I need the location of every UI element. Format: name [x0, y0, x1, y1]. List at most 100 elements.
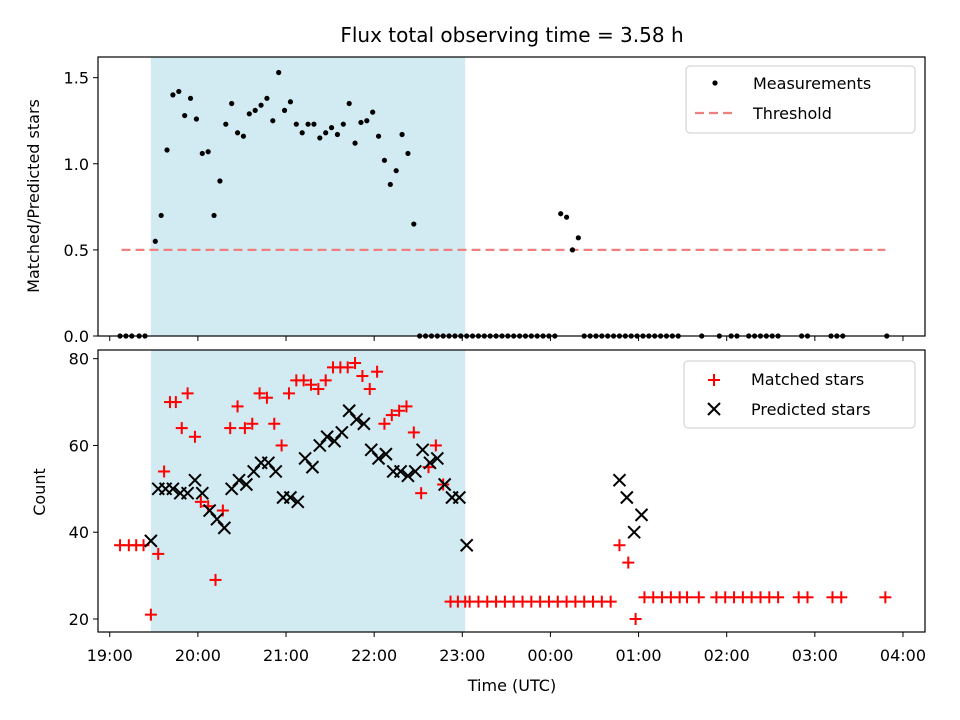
matched-star-point — [879, 591, 892, 604]
bottom-ytick-label: 80 — [69, 350, 89, 369]
matched-star-point — [224, 422, 237, 435]
matched-star-point — [268, 417, 281, 430]
bottom-xtick-label: 02:00 — [704, 646, 750, 665]
bottom-xtick-label: 19:00 — [87, 646, 133, 665]
measurement-point — [187, 95, 194, 101]
bottom-xtick-label: 04:00 — [880, 646, 926, 665]
matched-star-point — [341, 361, 354, 374]
predicted-star-point — [239, 477, 254, 492]
matched-star-point — [312, 383, 325, 396]
measurement-point — [252, 107, 258, 113]
predicted-star-point — [305, 460, 320, 474]
measurement-point — [340, 121, 346, 127]
matched-star-point — [400, 400, 413, 413]
measurements-points — [117, 69, 890, 339]
measurement-point — [182, 112, 188, 119]
predicted-star-point — [188, 473, 202, 487]
measurement-point — [405, 150, 411, 157]
matched-star-point — [604, 595, 617, 608]
legend-matched-label: Matched stars — [751, 370, 864, 389]
top-panel: 0.0 0.5 1.0 1.5 Matched/Predicted stars Mea… — [24, 56, 926, 346]
legend-matched-marker — [708, 374, 720, 386]
top-ytick-label: 1.0 — [64, 155, 89, 174]
measurement-point — [170, 92, 176, 98]
measurement-point — [317, 135, 323, 141]
matched-star-point — [835, 591, 848, 604]
measurement-point — [199, 150, 205, 157]
measurement-point — [287, 99, 294, 105]
top-ticks: 0.0 0.5 1.0 1.5 — [64, 69, 904, 346]
predicted-star-point — [408, 464, 422, 479]
matched-star-point — [378, 417, 391, 430]
measurement-point — [328, 125, 335, 131]
matched-star-point — [363, 383, 376, 396]
matched-star-point — [356, 370, 369, 383]
measurement-point — [399, 131, 405, 138]
measurement-point — [387, 181, 393, 188]
bottom-legend: Matched stars Predicted stars — [683, 360, 916, 429]
measurement-point — [223, 121, 229, 127]
bottom-xtick-label: 22:00 — [351, 646, 397, 665]
matched-star-point — [188, 430, 201, 443]
matched-star-point — [681, 591, 694, 604]
top-axes-frame — [97, 56, 926, 337]
top-ytick-label: 1.5 — [64, 69, 89, 88]
measurement-point — [299, 130, 305, 136]
measurement-point — [305, 121, 311, 127]
measurement-point — [229, 100, 235, 107]
legend-predicted-marker — [707, 402, 721, 416]
measurement-point — [276, 69, 282, 76]
legend-measurements-marker — [712, 80, 718, 86]
bottom-xtick-label: 01:00 — [616, 646, 662, 665]
matched-star-point — [209, 573, 222, 586]
measurement-point — [323, 130, 329, 136]
bottom-xtick-label: 20:00 — [175, 646, 221, 665]
predicted-star-point — [627, 525, 641, 539]
measurement-point — [358, 119, 364, 126]
measurement-point — [217, 178, 223, 184]
measurement-point — [176, 88, 182, 95]
measurement-point — [158, 212, 164, 219]
matched-star-point — [282, 387, 295, 400]
measurement-point — [334, 131, 341, 138]
predicted-star-point — [217, 521, 232, 535]
matched-star-point — [158, 465, 171, 478]
predicted-star-point — [180, 486, 195, 500]
chart-title: Flux total observing time = 3.58 h — [340, 23, 683, 47]
measurement-point — [270, 118, 276, 124]
bottom-xlabel: Time (UTC) — [467, 676, 556, 695]
bottom-observing-span — [150, 350, 466, 632]
predicted-stars-points — [144, 404, 649, 552]
bottom-ticks: 20 40 60 80 19:00 20:00 21:00 22:00 23:00 00:00 01… — [69, 350, 926, 665]
measurement-point — [311, 121, 317, 127]
matched-star-point — [371, 365, 384, 378]
predicted-star-point — [452, 490, 467, 505]
measurement-point — [164, 147, 170, 153]
measurement-point — [575, 235, 581, 241]
predicted-star-point — [269, 464, 283, 479]
bottom-ylabel: Count — [30, 468, 49, 516]
bottom-ytick-label: 60 — [69, 436, 89, 455]
measurement-point — [381, 157, 388, 163]
legend-predicted-label: Predicted stars — [751, 400, 871, 419]
measurement-point — [364, 118, 370, 124]
matched-star-point — [415, 487, 428, 500]
bottom-ytick-label: 20 — [69, 610, 89, 629]
measurement-point — [281, 107, 288, 113]
predicted-star-point — [415, 443, 430, 457]
measurement-point — [411, 221, 417, 227]
top-legend: Measurements Threshold — [685, 65, 916, 134]
matched-star-point — [801, 591, 814, 604]
matched-star-point — [622, 556, 635, 569]
top-observing-span — [150, 57, 466, 336]
matched-star-point — [407, 426, 420, 439]
measurement-point — [558, 211, 564, 217]
matched-star-point — [181, 387, 194, 400]
bottom-ytick-label: 40 — [69, 523, 89, 542]
matched-stars-points — [114, 357, 892, 625]
predicted-star-point — [379, 447, 393, 461]
matched-star-point — [304, 378, 317, 391]
predicted-star-point — [393, 464, 408, 479]
predicted-star-point — [371, 451, 386, 466]
